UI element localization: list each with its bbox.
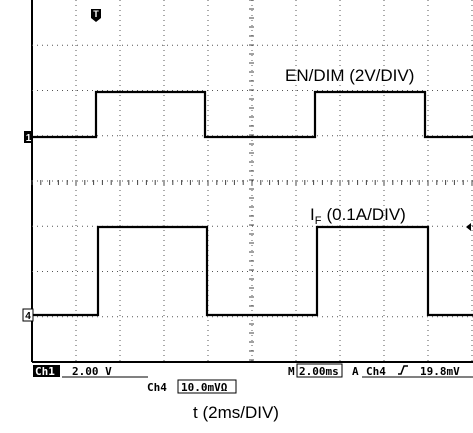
trigger-marker: T [93,9,99,19]
trigger-level-arrow [466,223,471,231]
channel-marker-box [22,308,34,322]
screen: EN/DIM (2V/DIV) IF (0.1A/DIV) 1 4 T [22,0,473,363]
status-scale: 10.0mVΩ [181,381,228,394]
trace-label-scale: (0.1A/DIV) [326,205,405,224]
status-box [177,379,237,394]
trace-label: IF (0.1A/DIV) [310,205,406,227]
trace-label-subscript: F [315,215,322,227]
channel-badge [33,365,60,377]
edge-icon [398,365,408,375]
trigger-marker-box [91,9,101,22]
status-trigger-level: 19.8mV [420,365,460,378]
status-box [296,363,343,378]
status-time-prefix: M [288,365,295,378]
status-trigger-source: Ch4 [366,365,386,378]
x-axis-label: t (2ms/DIV) [193,403,279,422]
grid [31,0,473,362]
status-channel: Ch1 [35,365,55,378]
channel-marker: 1 [26,133,32,144]
status-trigger-prefix: A [352,365,359,378]
channel-marker-box [24,131,33,143]
trace-en-dim [32,90,473,139]
status-bar: Ch1 2.00 V Ch4 10.0mVΩ M 2.00ms A Ch4 19… [33,363,473,394]
status-scale: 2.00 V [72,365,112,378]
trace-label-symbol: I [310,205,315,224]
status-time: 2.00ms [299,365,339,378]
status-channel: Ch4 [147,381,167,394]
trace-label: EN/DIM (2V/DIV) [285,66,414,85]
trace-if [32,225,473,317]
channel-marker: 4 [25,311,31,322]
